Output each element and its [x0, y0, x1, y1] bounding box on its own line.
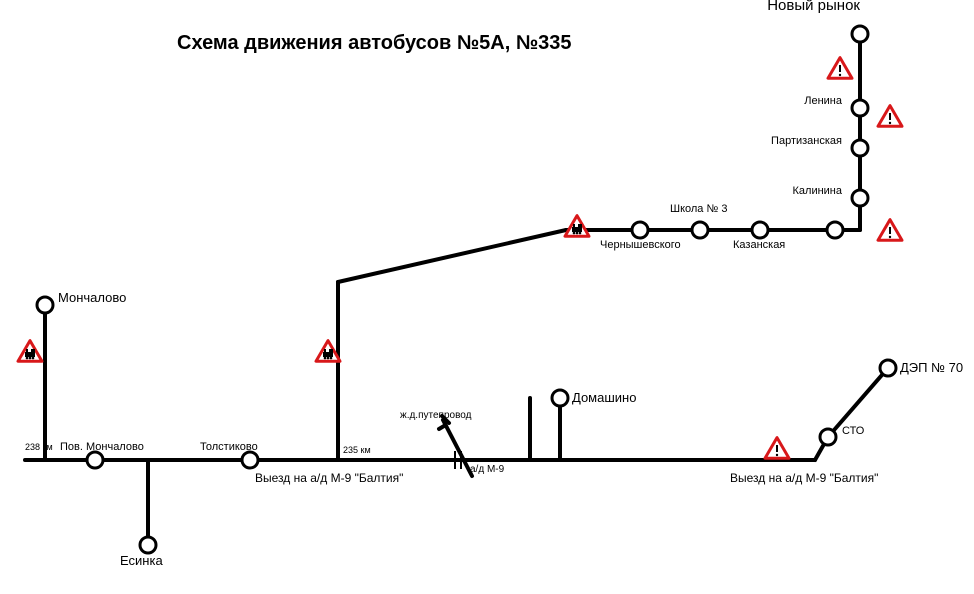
- warning-sign-ws-4: [828, 58, 852, 79]
- stop-dep-70: [880, 360, 896, 376]
- stop-tolstikovo: [242, 452, 258, 468]
- label-zhd-overpass: ж.д.путепровод: [400, 410, 472, 421]
- warning-sign-ws-3: [565, 216, 589, 237]
- stop-label-partizanskaya: Партизанская: [771, 135, 842, 147]
- warning-sign-ws-1: [18, 341, 42, 362]
- route-diagram: Схема движения автобусов №5А, №335 Новый…: [0, 0, 974, 594]
- warning-signs: [18, 58, 902, 459]
- stop-km-blank: [827, 222, 843, 238]
- stop-domashino: [552, 390, 568, 406]
- stop-label-sto: СТО: [842, 425, 865, 437]
- stop-label-tolstikovo: Толстиково: [200, 441, 258, 453]
- label-km238: 238 км: [25, 442, 53, 452]
- stop-sto: [820, 429, 836, 445]
- warning-sign-ws-5: [878, 106, 902, 127]
- route-svg: Новый рынок Ленина Партизанская Калинина Шко…: [0, 0, 974, 594]
- stop-monchalovo: [37, 297, 53, 313]
- stop-label-kalinina: Калинина: [793, 185, 843, 197]
- label-baltia-right: Выезд на а/д М-9 "Балтия": [730, 471, 878, 485]
- stop-label-esinka: Есинка: [120, 553, 163, 568]
- stop-label-novyj-rynok: Новый рынок: [767, 0, 860, 14]
- stop-label-kazanskaya: Казанская: [733, 239, 785, 251]
- stop-kazanskaya: [752, 222, 768, 238]
- stop-label-lenina: Ленина: [804, 95, 843, 107]
- stop-label-chernyshevskogo: Чернышевского: [600, 239, 681, 251]
- stop-chernyshevskogo: [632, 222, 648, 238]
- stop-novyj-rynok: [852, 26, 868, 42]
- warning-sign-ws-6: [878, 220, 902, 241]
- stop-label-shkola-3: Школа № 3: [670, 203, 727, 215]
- label-baltia-left: Выезд на а/д М-9 "Балтия": [255, 471, 403, 485]
- stop-esinka: [140, 537, 156, 553]
- stop-label-dep-70: ДЭП № 70: [900, 360, 963, 375]
- stop-shkola-3: [692, 222, 708, 238]
- label-ad-m9: а/д М-9: [470, 464, 505, 475]
- stop-lenina: [852, 100, 868, 116]
- labels: Новый рынок Ленина Партизанская Калинина Шко…: [25, 0, 963, 568]
- label-km235: 235 км: [343, 445, 371, 455]
- stop-label-monchalovo: Мончалово: [58, 290, 126, 305]
- stop-partizanskaya: [852, 140, 868, 156]
- route-lines: [25, 34, 888, 545]
- stop-kalinina: [852, 190, 868, 206]
- stop-pov-monchalovo: [87, 452, 103, 468]
- warning-sign-ws-7: [765, 438, 789, 459]
- stop-label-domashino: Домашино: [572, 390, 636, 405]
- stop-label-pov-monchalovo: Пов. Мончалово: [60, 441, 144, 453]
